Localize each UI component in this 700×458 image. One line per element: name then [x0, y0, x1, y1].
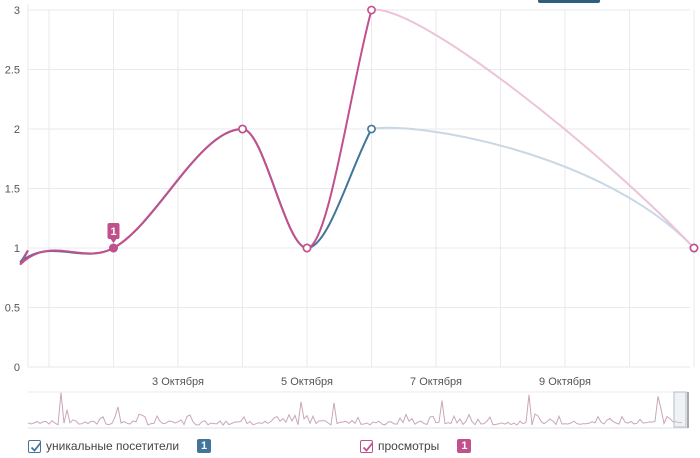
- y-tick-label: 2.5: [5, 65, 20, 77]
- series-line: [19, 9, 373, 266]
- legend-label: уникальные посетители: [46, 439, 180, 453]
- checkbox-icon[interactable]: [28, 439, 42, 453]
- data-point: [109, 243, 118, 253]
- series-lines: [19, 8, 695, 266]
- top-tab-indicator[interactable]: [538, 0, 600, 3]
- x-tick-label: 7 Октября: [410, 376, 462, 388]
- x-tick-label: 5 Октября: [281, 376, 333, 388]
- series-points: [109, 5, 699, 253]
- y-tick-label: 2: [14, 124, 20, 136]
- annotation-label: 1: [110, 226, 116, 238]
- legend-unique-visitors[interactable]: уникальные посетители 1: [28, 437, 212, 455]
- y-tick-label: 3: [14, 5, 20, 17]
- y-tick-label: 0: [14, 362, 20, 374]
- data-point: [689, 243, 699, 253]
- x-axis: 3 Октября 5 Октября 7 Октября 9 Октября: [152, 376, 591, 388]
- navigator: [27, 391, 689, 429]
- count-badge: 1: [457, 439, 472, 453]
- navigator-handle[interactable]: [673, 391, 687, 428]
- series-line-forecast: [371, 8, 695, 249]
- annotations: 1: [107, 223, 120, 243]
- checkbox-icon[interactable]: [360, 439, 374, 453]
- data-point: [302, 243, 312, 253]
- y-axis: 0 0.5 1 1.5 2 2.5 3: [5, 5, 20, 374]
- data-point: [367, 5, 376, 15]
- legend-label: просмотры: [378, 439, 440, 453]
- count-badge: 1: [197, 439, 212, 453]
- series-line: [19, 127, 373, 264]
- chart-area[interactable]: 0 0.5 1 1.5 2 2.5 3 3 Октября 5 Октября 7 Октябр…: [0, 0, 700, 437]
- y-tick-label: 1: [14, 243, 20, 255]
- chart-grid: [27, 4, 695, 368]
- legend-views[interactable]: просмотры 1: [360, 437, 472, 455]
- annotation-flag: [107, 223, 120, 239]
- y-tick-label: 0.5: [5, 303, 20, 315]
- y-tick-label: 1.5: [5, 184, 20, 196]
- series-line-forecast: [371, 126, 695, 249]
- x-tick-label: 9 Октября: [539, 376, 591, 388]
- data-point: [367, 124, 376, 134]
- data-point: [238, 124, 247, 134]
- annotation-pointer: [110, 239, 117, 243]
- x-tick-label: 3 Октября: [152, 376, 204, 388]
- navigator-series: [27, 392, 683, 426]
